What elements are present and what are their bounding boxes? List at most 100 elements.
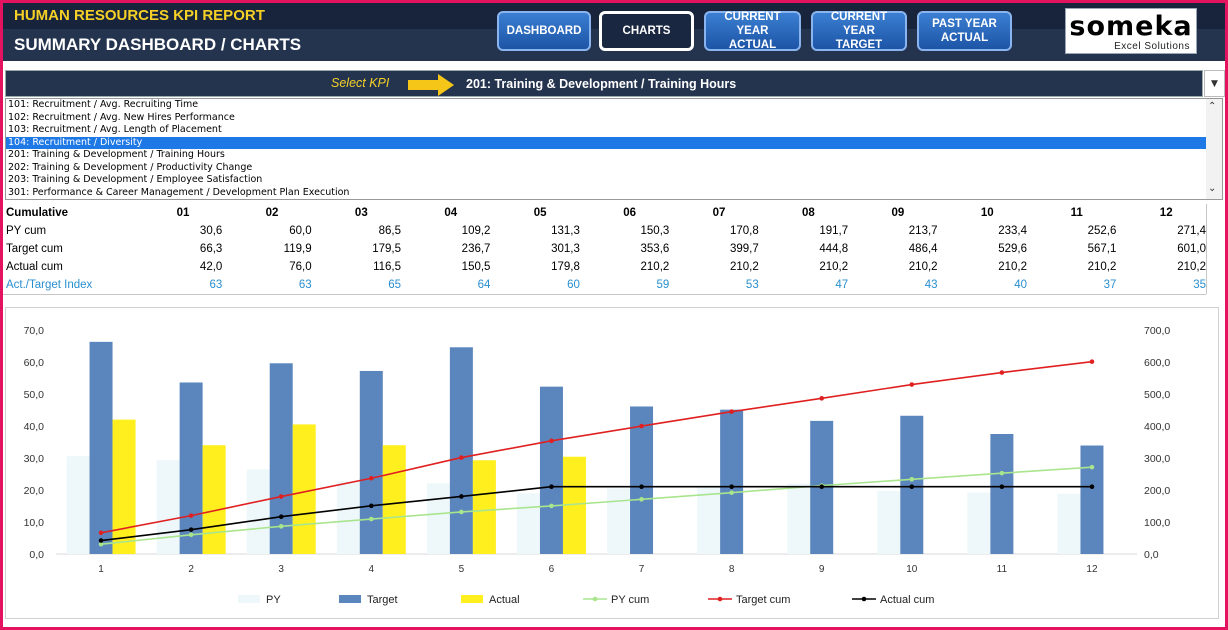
point-actual-cum-8 <box>729 484 734 490</box>
kpi-list-item[interactable]: 301: Performance & Career Management / D… <box>8 186 350 198</box>
table-cell: 131,3 <box>551 225 580 237</box>
table-row: Target cum 66,3 119,9 179,5 236,7 301,3 353,6 3… <box>4 240 1206 258</box>
table-cell: 170,8 <box>729 225 759 237</box>
legend-marker-target-cum <box>717 596 723 602</box>
nav-charts-button[interactable]: CHARTS <box>599 11 694 51</box>
bar-target-6 <box>539 386 563 554</box>
point-py-cum-6 <box>549 503 554 509</box>
table-cell: 63 <box>298 279 312 291</box>
point-target-cum-12 <box>1089 359 1095 364</box>
table-cell: 86,5 <box>378 225 402 237</box>
chevron-up-icon[interactable]: ⌃ <box>1208 101 1217 112</box>
table-cell: 301,3 <box>551 243 580 255</box>
kpi-selector[interactable]: Select KPI 201: Training & Development /… <box>5 70 1203 97</box>
y-right-tick-label: 600,0 <box>1144 357 1170 369</box>
bar-py-9 <box>787 483 811 554</box>
y-right-tick-label: 700,0 <box>1144 325 1170 337</box>
point-target-cum-3 <box>278 494 284 499</box>
legend-label-py-cum: PY cum <box>611 594 649 606</box>
y-right-tick-label: 500,0 <box>1144 389 1170 401</box>
bar-actual-4 <box>382 445 406 554</box>
select-kpi-label: Select KPI <box>331 76 390 90</box>
table-cell: 399,7 <box>729 243 759 255</box>
row-label: Act./Target Index <box>6 279 93 291</box>
bar-py-1 <box>66 456 90 554</box>
table-cell: 210,2 <box>998 261 1027 273</box>
kpi-list-item[interactable]: 102: Recruitment / Avg. New Hires Perfor… <box>8 111 235 123</box>
point-py-cum-2 <box>188 532 194 538</box>
table-cell: 271,4 <box>1177 225 1206 237</box>
table-cell: 63 <box>209 279 223 291</box>
kpi-list-item[interactable]: 203: Training & Development / Employee S… <box>8 174 263 185</box>
table-header-row: Cumulative 01 02 03 04 05 06 07 08 09 10 11 12 <box>4 204 1206 222</box>
table-cell: 210,2 <box>640 261 670 273</box>
table-cell: 601,0 <box>1177 243 1206 255</box>
point-actual-cum-10 <box>909 484 915 490</box>
kpi-dropdown-button[interactable]: ▼ <box>1204 70 1225 97</box>
selected-kpi-value: 201: Training & Development / Training H… <box>466 77 737 91</box>
kpi-list-item[interactable]: 201: Training & Development / Training H… <box>8 149 225 160</box>
header: HUMAN RESOURCES KPI REPORT SUMMARY DASHB… <box>3 3 1225 61</box>
bar-py-12 <box>1057 493 1081 554</box>
bar-target-11 <box>990 434 1014 554</box>
legend-swatch-actual <box>461 595 483 603</box>
x-tick-label: 4 <box>369 564 375 575</box>
table-cell: 179,8 <box>551 261 580 273</box>
bar-actual-6 <box>562 456 586 554</box>
bar-target-2 <box>179 382 203 554</box>
month-header: 08 <box>802 207 815 219</box>
kpi-list[interactable]: 101: Recruitment / Avg. Recruiting Time 1… <box>5 98 1223 200</box>
y-right-tick-label: 400,0 <box>1144 421 1170 433</box>
nav-past-year-actual-button[interactable]: PAST YEAR ACTUAL <box>917 11 1012 51</box>
month-header: 05 <box>533 207 547 219</box>
x-tick-label: 1 <box>98 564 104 575</box>
y-right-tick-label: 0,0 <box>1144 549 1159 561</box>
someka-logo[interactable]: someka Excel Solutions <box>1065 8 1197 54</box>
y-left-tick-label: 60,0 <box>24 357 45 369</box>
table-row: PY cum 30,6 60,0 86,5 109,2 131,3 150,3 170,8 19… <box>4 222 1206 240</box>
kpi-list-item[interactable]: 101: Recruitment / Avg. Recruiting Time <box>8 99 199 110</box>
table-cell: 233,4 <box>998 225 1027 237</box>
app-frame: HUMAN RESOURCES KPI REPORT SUMMARY DASHB… <box>3 3 1225 627</box>
kpi-list-item[interactable]: 202: Training & Development / Productivi… <box>8 161 253 173</box>
x-tick-label: 12 <box>1086 564 1098 575</box>
row-label: Target cum <box>6 243 63 255</box>
point-actual-cum-9 <box>819 484 825 490</box>
table-cell: 119,9 <box>283 243 312 255</box>
point-py-cum-11 <box>999 470 1005 476</box>
point-actual-cum-7 <box>639 484 644 490</box>
nav-current-year-actual-button[interactable]: CURRENT YEAR ACTUAL <box>704 11 801 51</box>
bar-actual-3 <box>292 424 316 554</box>
point-py-cum-12 <box>1089 464 1095 470</box>
legend-marker-actual-cum <box>861 596 867 602</box>
month-header: 10 <box>980 207 994 219</box>
point-target-cum-7 <box>639 423 644 429</box>
table-cell: 210,2 <box>819 261 849 273</box>
kpi-list-item[interactable]: 103: Recruitment / Avg. Length of Placem… <box>8 124 222 135</box>
month-header: 07 <box>712 207 726 219</box>
chevron-down-icon[interactable]: ⌄ <box>1208 183 1217 194</box>
month-header: 03 <box>354 207 368 219</box>
bar-py-4 <box>336 481 360 554</box>
page-title: SUMMARY DASHBOARD / CHARTS <box>14 35 302 54</box>
table-cell: 150,3 <box>640 225 670 237</box>
table-cell: 47 <box>835 279 849 291</box>
y-left-tick-label: 20,0 <box>24 485 45 497</box>
line-py-cum <box>100 466 1093 546</box>
y-left-tick-label: 30,0 <box>24 453 45 465</box>
nav-dashboard-button[interactable]: DASHBOARD <box>497 11 591 51</box>
nav-current-year-target-button[interactable]: CURRENT YEAR TARGET <box>811 11 907 51</box>
table-cell: 30,6 <box>199 225 223 237</box>
kpi-list-item[interactable]: 104: Recruitment / Diversity <box>6 136 1222 149</box>
point-target-cum-4 <box>368 475 374 481</box>
y-left-tick-label: 40,0 <box>24 421 45 433</box>
table-cell: 35 <box>1193 279 1206 291</box>
list-scrollbar[interactable]: ⌃ ⌄ <box>1206 99 1222 199</box>
x-tick-label: 7 <box>639 564 645 575</box>
table-header-label: Cumulative <box>6 207 68 219</box>
table-cell: 42,0 <box>199 261 223 273</box>
bar-py-8 <box>697 487 721 554</box>
table-cell: 76,0 <box>289 261 312 273</box>
report-title: HUMAN RESOURCES KPI REPORT <box>14 7 265 24</box>
bar-target-5 <box>449 347 473 554</box>
